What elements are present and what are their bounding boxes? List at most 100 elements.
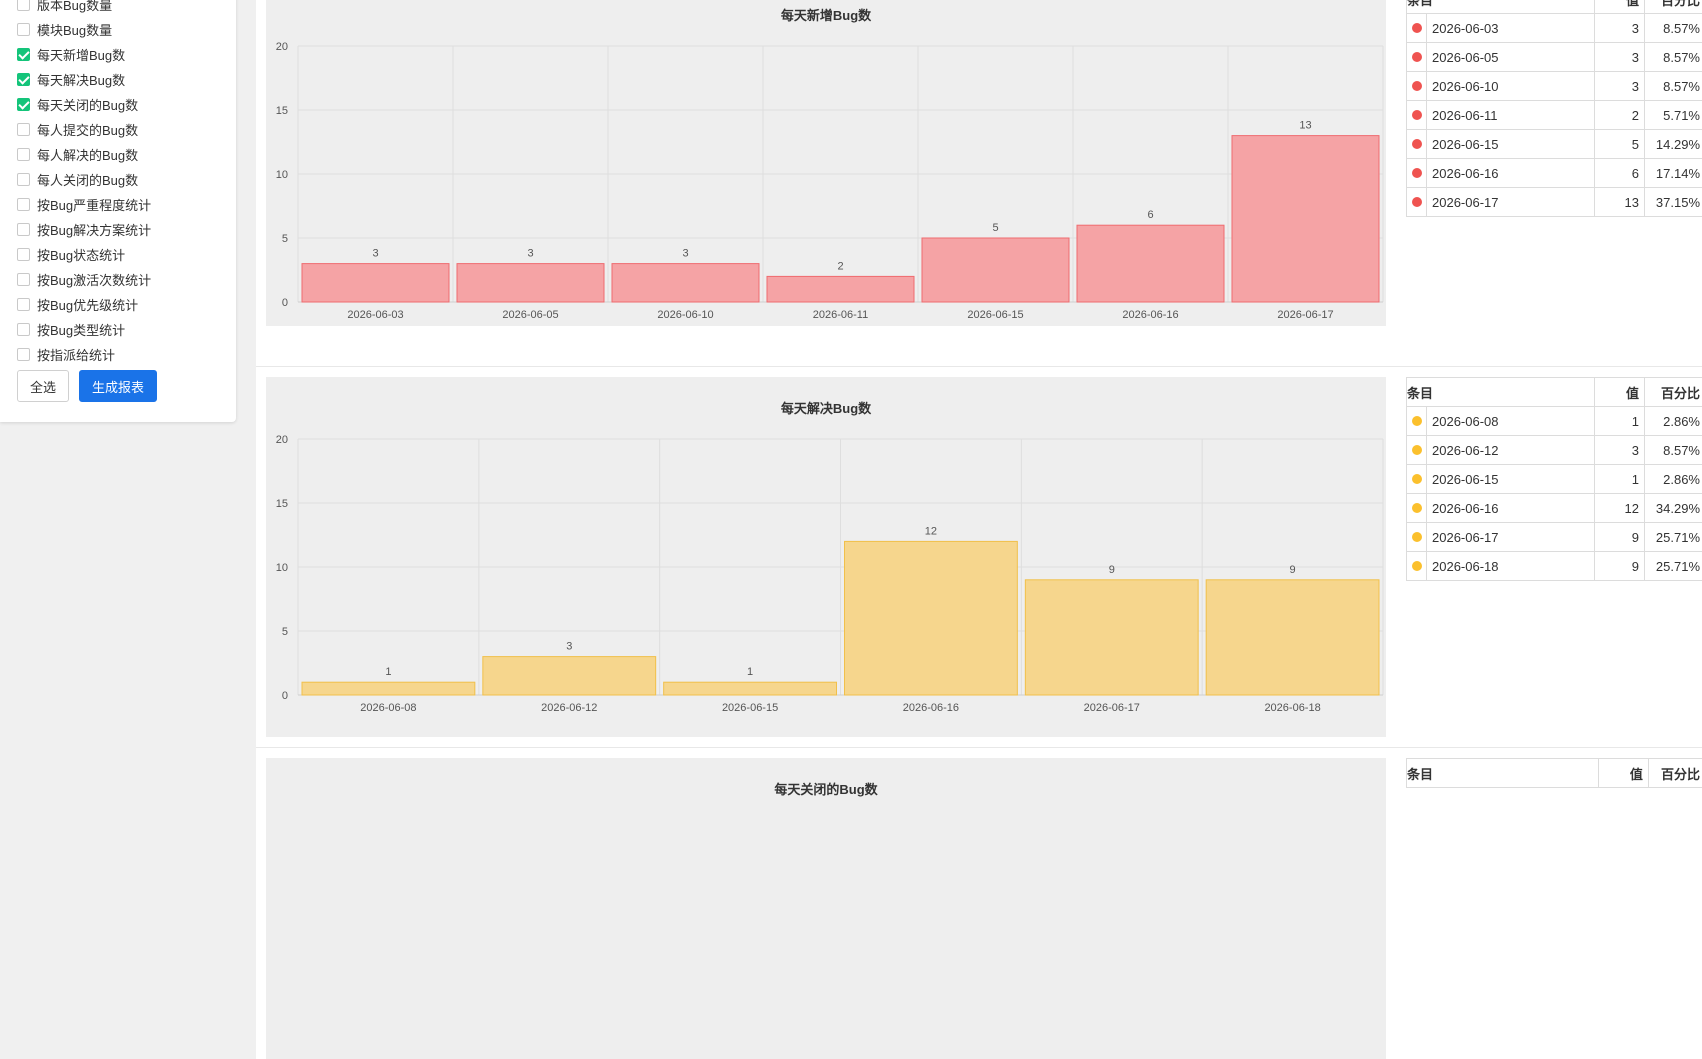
checkbox-unchecked[interactable] [17,148,30,161]
chart-data-table: 条目值百分比 2026-06-03 3 8.57% 2026-06-05 3 8.57% 20… [1406,0,1702,217]
legend-color-cell [1406,464,1427,494]
generate-report-button[interactable]: 生成报表 [79,370,157,402]
bar-value-label: 12 [925,525,937,537]
report-option-item[interactable]: 按Bug状态统计 [17,242,151,267]
table-cell-item: 2026-06-16 [1426,493,1595,523]
legend-color-cell [1406,187,1427,217]
y-tick-label: 5 [282,626,288,638]
checkbox-unchecked[interactable] [17,298,30,311]
report-section-closed-bugs: 每天关闭的Bug数 条目值百分比 [256,758,1702,1059]
table-cell-item: 2026-06-16 [1426,158,1595,188]
bar-value-label: 3 [527,248,533,260]
table-cell-item: 2026-06-18 [1426,551,1595,581]
table-cell-item: 2026-06-08 [1426,406,1595,436]
bar [611,263,760,303]
chart-1-svg: 每天解决Bug数0510152012026-06-0832026-06-1212… [276,401,1384,714]
bar [1076,224,1225,303]
table-row: 2026-06-17 13 37.15% [1406,187,1702,217]
report-option-item[interactable]: 版本Bug数量 [17,0,151,17]
button-row: 全选 生成报表 [17,370,157,402]
legend-dot-icon [1411,415,1422,426]
checkbox-unchecked[interactable] [17,123,30,136]
table-row: 2026-06-03 3 8.57% [1406,13,1702,43]
report-option-item[interactable]: 按Bug优先级统计 [17,292,151,317]
table-header-row: 条目值百分比 [1406,377,1702,407]
table-cell-value: 3 [1594,435,1645,465]
report-option-item[interactable]: 每人提交的Bug数 [17,117,151,142]
table-cell-item: 2026-06-15 [1426,129,1595,159]
bar-value-label: 1 [747,666,753,678]
checkbox-checked[interactable] [17,98,30,111]
table-cell-item: 2026-06-17 [1426,187,1595,217]
checkbox-unchecked[interactable] [17,348,30,361]
x-tick-label: 2026-06-16 [903,702,959,714]
checkbox-unchecked[interactable] [17,273,30,286]
report-option-item[interactable]: 按指派给统计 [17,342,151,367]
chart-panel: 每天新增Bug数 0 5 10 15 20 3 2026-06-03 3 2026-06-05 3 2… [266,0,1386,326]
report-option-item[interactable]: 模块Bug数量 [17,17,151,42]
report-option-item[interactable]: 按Bug严重程度统计 [17,192,151,217]
checkbox-unchecked[interactable] [17,323,30,336]
checkbox-unchecked[interactable] [17,23,30,36]
report-option-item[interactable]: 按Bug类型统计 [17,317,151,342]
y-tick-label: 15 [276,498,288,510]
table-cell-value: 3 [1594,42,1645,72]
chart-data-table: 条目值百分比 2026-06-08 1 2.86% 2026-06-12 3 8.57% 20… [1406,377,1702,581]
table-row: 2026-06-10 3 8.57% [1406,71,1702,101]
report-option-label: 每人关闭的Bug数 [37,173,139,188]
table-cell-percent: 34.29% [1644,493,1702,523]
left-column: 版本Bug数量模块Bug数量每天新增Bug数 每天解决Bug数 每天关闭的Bug数每… [0,0,255,1059]
chart-0-svg: 每天新增Bug数 0 5 10 15 20 3 2026-06-03 3 2026-06-05 3 2… [276,8,1384,321]
table-cell-percent: 5.71% [1644,100,1702,130]
report-option-label: 按Bug状态统计 [37,248,126,263]
table-header-item: 条目 [1406,758,1599,788]
report-option-item[interactable]: 每人关闭的Bug数 [17,167,151,192]
table-header-value: 值 [1594,377,1645,407]
report-option-label: 每人提交的Bug数 [37,123,139,138]
table-header-value: 值 [1597,758,1649,788]
checkbox-checked[interactable] [17,73,30,86]
table-row: 2026-06-15 5 14.29% [1406,129,1702,159]
table-cell-item: 2026-06-10 [1426,71,1595,101]
chart-2-svg: 每天关闭的Bug数 [774,782,878,797]
table-header-value: 值 [1594,0,1645,14]
table-row: 2026-06-11 2 5.71% [1406,100,1702,130]
bar-value-label: 3 [372,248,378,260]
checkbox-unchecked[interactable] [17,198,30,211]
report-option-item[interactable]: 按Bug解决方案统计 [17,217,151,242]
checkbox-unchecked[interactable] [17,0,30,11]
legend-dot-icon [1411,531,1422,542]
report-option-label: 每人解决的Bug数 [37,148,139,163]
bar [766,275,915,303]
legend-color-cell [1406,13,1427,43]
report-option-item[interactable]: 每天关闭的Bug数 [17,92,151,117]
table-row: 2026-06-16 6 17.14% [1406,158,1702,188]
chart-title: 每天新增Bug数 [781,8,872,23]
select-all-button[interactable]: 全选 [17,370,69,402]
y-tick-label: 10 [276,562,288,574]
report-main-area: 每天新增Bug数 0 5 10 15 20 3 2026-06-03 3 2026-06-05 3 2… [256,0,1702,1059]
chart-data-table: 条目值百分比 [1406,758,1702,788]
section-divider [256,366,1702,367]
table-header-percent: 百分比 [1644,377,1702,407]
report-option-item[interactable]: 按Bug激活次数统计 [17,267,151,292]
report-option-item[interactable]: 每天新增Bug数 [17,42,151,67]
report-option-label: 模块Bug数量 [37,23,113,38]
checkbox-unchecked[interactable] [17,173,30,186]
legend-color-cell [1406,158,1427,188]
report-option-item[interactable]: 每天解决Bug数 [17,67,151,92]
report-options-panel: 版本Bug数量模块Bug数量每天新增Bug数 每天解决Bug数 每天关闭的Bug数每… [0,0,236,422]
table-header-item: 条目 [1406,0,1595,14]
legend-dot-icon [1411,473,1422,484]
report-option-item[interactable]: 每人解决的Bug数 [17,142,151,167]
chart-panel: 每天解决Bug数 0 5 10 15 20 1 2026-06-08 3 2026-06-12 1 2… [266,377,1386,737]
table-cell-percent: 8.57% [1644,13,1702,43]
checkbox-checked[interactable] [17,48,30,61]
checkbox-unchecked[interactable] [17,248,30,261]
checkbox-unchecked[interactable] [17,223,30,236]
table-cell-percent: 8.57% [1644,71,1702,101]
table-cell-percent: 37.15% [1644,187,1702,217]
legend-dot-icon [1411,138,1422,149]
bar-value-label: 1 [385,666,391,678]
